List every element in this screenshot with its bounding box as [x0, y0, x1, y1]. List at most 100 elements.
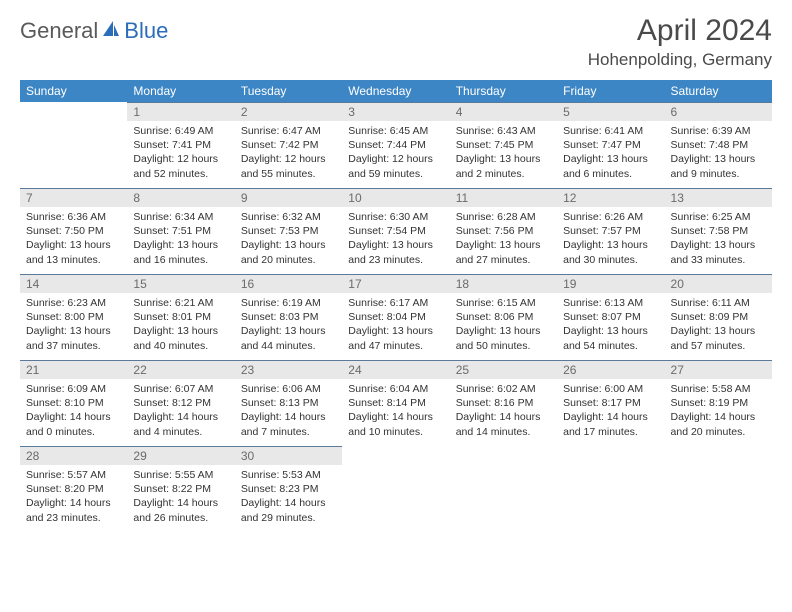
- day-number: 9: [235, 188, 342, 207]
- day-number: 17: [342, 274, 449, 293]
- day-details: Sunrise: 6:26 AMSunset: 7:57 PMDaylight:…: [557, 207, 664, 273]
- calendar-day: ..: [342, 446, 449, 532]
- weekday-header: Thursday: [450, 80, 557, 102]
- calendar-day: 23Sunrise: 6:06 AMSunset: 8:13 PMDayligh…: [235, 360, 342, 446]
- calendar-week: 14Sunrise: 6:23 AMSunset: 8:00 PMDayligh…: [20, 274, 772, 360]
- weekday-header: Saturday: [665, 80, 772, 102]
- weekday-header: Monday: [127, 80, 234, 102]
- day-details: Sunrise: 6:28 AMSunset: 7:56 PMDaylight:…: [450, 207, 557, 273]
- day-details: Sunrise: 6:21 AMSunset: 8:01 PMDaylight:…: [127, 293, 234, 359]
- day-details: Sunrise: 6:30 AMSunset: 7:54 PMDaylight:…: [342, 207, 449, 273]
- day-details: Sunrise: 6:23 AMSunset: 8:00 PMDaylight:…: [20, 293, 127, 359]
- day-details: Sunrise: 6:45 AMSunset: 7:44 PMDaylight:…: [342, 121, 449, 187]
- day-number: 18: [450, 274, 557, 293]
- day-number: 22: [127, 360, 234, 379]
- month-title: April 2024: [588, 14, 772, 48]
- calendar-day: 5Sunrise: 6:41 AMSunset: 7:47 PMDaylight…: [557, 102, 664, 188]
- calendar-day: 29Sunrise: 5:55 AMSunset: 8:22 PMDayligh…: [127, 446, 234, 532]
- calendar-week: 21Sunrise: 6:09 AMSunset: 8:10 PMDayligh…: [20, 360, 772, 446]
- day-number: 21: [20, 360, 127, 379]
- day-details: Sunrise: 6:49 AMSunset: 7:41 PMDaylight:…: [127, 121, 234, 187]
- day-number: 30: [235, 446, 342, 465]
- calendar-day: 19Sunrise: 6:13 AMSunset: 8:07 PMDayligh…: [557, 274, 664, 360]
- day-details: Sunrise: 6:07 AMSunset: 8:12 PMDaylight:…: [127, 379, 234, 445]
- calendar-day: 14Sunrise: 6:23 AMSunset: 8:00 PMDayligh…: [20, 274, 127, 360]
- calendar-day: 15Sunrise: 6:21 AMSunset: 8:01 PMDayligh…: [127, 274, 234, 360]
- calendar-day: 22Sunrise: 6:07 AMSunset: 8:12 PMDayligh…: [127, 360, 234, 446]
- day-details: Sunrise: 6:02 AMSunset: 8:16 PMDaylight:…: [450, 379, 557, 445]
- weekday-header: Friday: [557, 80, 664, 102]
- weekday-header: Wednesday: [342, 80, 449, 102]
- day-details: Sunrise: 6:39 AMSunset: 7:48 PMDaylight:…: [665, 121, 772, 187]
- calendar-day: 2Sunrise: 6:47 AMSunset: 7:42 PMDaylight…: [235, 102, 342, 188]
- day-number: 10: [342, 188, 449, 207]
- calendar-body: .. 1Sunrise: 6:49 AMSunset: 7:41 PMDaylig…: [20, 102, 772, 532]
- day-details: Sunrise: 6:00 AMSunset: 8:17 PMDaylight:…: [557, 379, 664, 445]
- calendar-day: 25Sunrise: 6:02 AMSunset: 8:16 PMDayligh…: [450, 360, 557, 446]
- calendar-day: 13Sunrise: 6:25 AMSunset: 7:58 PMDayligh…: [665, 188, 772, 274]
- day-details: Sunrise: 6:36 AMSunset: 7:50 PMDaylight:…: [20, 207, 127, 273]
- day-details: Sunrise: 6:17 AMSunset: 8:04 PMDaylight:…: [342, 293, 449, 359]
- calendar-day: 9Sunrise: 6:32 AMSunset: 7:53 PMDaylight…: [235, 188, 342, 274]
- day-details: Sunrise: 5:55 AMSunset: 8:22 PMDaylight:…: [127, 465, 234, 531]
- calendar-day: 1Sunrise: 6:49 AMSunset: 7:41 PMDaylight…: [127, 102, 234, 188]
- calendar-day: 6Sunrise: 6:39 AMSunset: 7:48 PMDaylight…: [665, 102, 772, 188]
- calendar-day: 10Sunrise: 6:30 AMSunset: 7:54 PMDayligh…: [342, 188, 449, 274]
- calendar-week: 28Sunrise: 5:57 AMSunset: 8:20 PMDayligh…: [20, 446, 772, 532]
- calendar-day: ..: [665, 446, 772, 532]
- calendar-day: 18Sunrise: 6:15 AMSunset: 8:06 PMDayligh…: [450, 274, 557, 360]
- calendar-day: 24Sunrise: 6:04 AMSunset: 8:14 PMDayligh…: [342, 360, 449, 446]
- day-details: Sunrise: 6:15 AMSunset: 8:06 PMDaylight:…: [450, 293, 557, 359]
- day-number: 1: [127, 102, 234, 121]
- calendar-day: 12Sunrise: 6:26 AMSunset: 7:57 PMDayligh…: [557, 188, 664, 274]
- title-block: April 2024 Hohenpolding, Germany: [588, 14, 772, 70]
- day-number: 13: [665, 188, 772, 207]
- calendar-day: ..: [557, 446, 664, 532]
- day-number: 3: [342, 102, 449, 121]
- day-details: Sunrise: 6:43 AMSunset: 7:45 PMDaylight:…: [450, 121, 557, 187]
- day-number: 26: [557, 360, 664, 379]
- day-number: 29: [127, 446, 234, 465]
- day-number: 2: [235, 102, 342, 121]
- weekday-header: Sunday: [20, 80, 127, 102]
- day-details: Sunrise: 6:11 AMSunset: 8:09 PMDaylight:…: [665, 293, 772, 359]
- location: Hohenpolding, Germany: [588, 50, 772, 70]
- calendar-day: 26Sunrise: 6:00 AMSunset: 8:17 PMDayligh…: [557, 360, 664, 446]
- day-number: 19: [557, 274, 664, 293]
- calendar-day: 28Sunrise: 5:57 AMSunset: 8:20 PMDayligh…: [20, 446, 127, 532]
- day-details: Sunrise: 6:09 AMSunset: 8:10 PMDaylight:…: [20, 379, 127, 445]
- calendar-day: 21Sunrise: 6:09 AMSunset: 8:10 PMDayligh…: [20, 360, 127, 446]
- day-details: Sunrise: 6:04 AMSunset: 8:14 PMDaylight:…: [342, 379, 449, 445]
- calendar-table: SundayMondayTuesdayWednesdayThursdayFrid…: [20, 80, 772, 532]
- day-number: 24: [342, 360, 449, 379]
- day-number: 25: [450, 360, 557, 379]
- day-number: 27: [665, 360, 772, 379]
- calendar-day: 7Sunrise: 6:36 AMSunset: 7:50 PMDaylight…: [20, 188, 127, 274]
- calendar-day: 30Sunrise: 5:53 AMSunset: 8:23 PMDayligh…: [235, 446, 342, 532]
- weekday-header: Tuesday: [235, 80, 342, 102]
- day-number: 23: [235, 360, 342, 379]
- calendar-head: SundayMondayTuesdayWednesdayThursdayFrid…: [20, 80, 772, 102]
- day-details: Sunrise: 6:47 AMSunset: 7:42 PMDaylight:…: [235, 121, 342, 187]
- day-number: 14: [20, 274, 127, 293]
- day-details: Sunrise: 6:19 AMSunset: 8:03 PMDaylight:…: [235, 293, 342, 359]
- calendar-day: 17Sunrise: 6:17 AMSunset: 8:04 PMDayligh…: [342, 274, 449, 360]
- calendar-day: 3Sunrise: 6:45 AMSunset: 7:44 PMDaylight…: [342, 102, 449, 188]
- day-number: 7: [20, 188, 127, 207]
- day-details: Sunrise: 6:25 AMSunset: 7:58 PMDaylight:…: [665, 207, 772, 273]
- day-number: 6: [665, 102, 772, 121]
- day-number: 20: [665, 274, 772, 293]
- day-details: Sunrise: 6:32 AMSunset: 7:53 PMDaylight:…: [235, 207, 342, 273]
- calendar-day: 16Sunrise: 6:19 AMSunset: 8:03 PMDayligh…: [235, 274, 342, 360]
- day-details: Sunrise: 5:57 AMSunset: 8:20 PMDaylight:…: [20, 465, 127, 531]
- logo: General Blue: [20, 18, 168, 44]
- day-details: Sunrise: 6:13 AMSunset: 8:07 PMDaylight:…: [557, 293, 664, 359]
- day-details: Sunrise: 6:06 AMSunset: 8:13 PMDaylight:…: [235, 379, 342, 445]
- day-number: 5: [557, 102, 664, 121]
- calendar-day: 11Sunrise: 6:28 AMSunset: 7:56 PMDayligh…: [450, 188, 557, 274]
- logo-text-blue: Blue: [124, 18, 168, 44]
- day-details: Sunrise: 5:58 AMSunset: 8:19 PMDaylight:…: [665, 379, 772, 445]
- day-number: 4: [450, 102, 557, 121]
- calendar-day: 8Sunrise: 6:34 AMSunset: 7:51 PMDaylight…: [127, 188, 234, 274]
- day-details: Sunrise: 6:41 AMSunset: 7:47 PMDaylight:…: [557, 121, 664, 187]
